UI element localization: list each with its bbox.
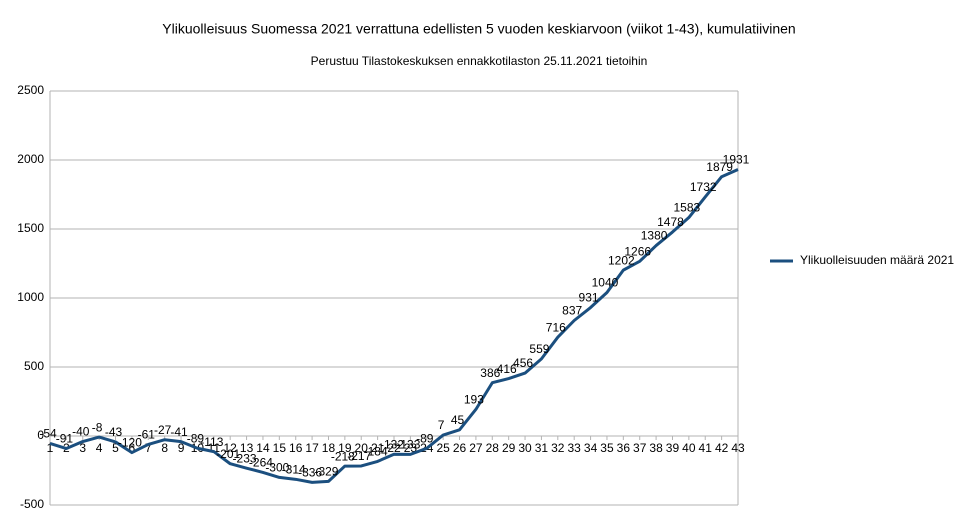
x-tick-label: 34 — [584, 441, 598, 455]
data-label: 416 — [497, 362, 517, 376]
x-tick-label: 17 — [305, 441, 319, 455]
data-label: -132 — [380, 437, 404, 451]
x-tick-label: 30 — [518, 441, 532, 455]
x-tick-label: 32 — [551, 441, 565, 455]
x-tick-label: 35 — [600, 441, 614, 455]
y-tick-label: 500 — [24, 359, 44, 373]
data-label: 1266 — [624, 244, 651, 258]
data-label: -218 — [331, 449, 355, 463]
x-tick-label: 16 — [289, 441, 303, 455]
data-label: 1202 — [608, 253, 635, 267]
data-label: -264 — [249, 456, 273, 470]
x-tick-label: 29 — [502, 441, 516, 455]
data-label: 193 — [464, 393, 484, 407]
x-tick-label: 31 — [535, 441, 549, 455]
data-label: -40 — [72, 425, 90, 439]
y-tick-label: 0 — [37, 428, 44, 442]
x-tick-label: 8 — [161, 441, 168, 455]
data-label: 1583 — [674, 201, 701, 215]
data-label: -43 — [105, 425, 123, 439]
x-tick-label: 37 — [633, 441, 647, 455]
data-label: 1380 — [641, 229, 668, 243]
legend-label: Ylikuolleisuuden määrä 2021 — [800, 253, 954, 267]
y-tick-label: 1500 — [17, 221, 44, 235]
data-label: 931 — [579, 291, 599, 305]
data-label: -61 — [138, 428, 156, 442]
data-label: -300 — [265, 461, 289, 475]
data-label: 1478 — [657, 215, 684, 229]
data-label: -89 — [416, 431, 434, 445]
data-label: 837 — [562, 304, 582, 318]
x-tick-label: 38 — [649, 441, 663, 455]
data-label: -184 — [364, 445, 388, 459]
data-label: 7 — [438, 418, 445, 432]
chart-title: Ylikuolleisuus Suomessa 2021 verrattuna … — [162, 21, 795, 37]
x-tick-label: 25 — [436, 441, 450, 455]
x-tick-label: 1 — [47, 441, 54, 455]
x-tick-label: 15 — [273, 441, 287, 455]
data-label: -336 — [298, 466, 322, 480]
x-tick-label: 4 — [96, 441, 103, 455]
x-tick-label: 21 — [371, 441, 385, 455]
x-tick-label: 33 — [568, 441, 582, 455]
x-tick-label: 39 — [666, 441, 680, 455]
y-tick-label: -500 — [20, 497, 44, 511]
x-tick-label: 18 — [322, 441, 336, 455]
data-label: -217 — [347, 449, 371, 463]
data-label: 386 — [480, 366, 500, 380]
x-tick-label: 12 — [224, 441, 238, 455]
data-label: -233 — [233, 451, 257, 465]
data-label: -133 — [396, 438, 420, 452]
data-label: 1040 — [592, 276, 619, 290]
x-tick-label: 20 — [355, 441, 369, 455]
x-tick-label: 13 — [240, 441, 254, 455]
y-tick-label: 1000 — [17, 290, 44, 304]
data-label: 716 — [546, 320, 566, 334]
x-tick-label: 3 — [79, 441, 86, 455]
data-label: 559 — [529, 342, 549, 356]
x-tick-label: 27 — [469, 441, 483, 455]
x-tick-label: 40 — [682, 441, 696, 455]
data-label: 456 — [513, 356, 533, 370]
y-tick-label: 2000 — [17, 152, 44, 166]
x-tick-label: 22 — [387, 441, 401, 455]
data-label: -41 — [170, 425, 188, 439]
x-tick-label: 14 — [256, 441, 270, 455]
data-label: -314 — [282, 463, 306, 477]
data-label: -89 — [187, 431, 205, 445]
data-label: -329 — [314, 465, 338, 479]
x-tick-label: 7 — [145, 441, 152, 455]
chart-subtitle: Perustuu Tilastokeskuksen ennakkotilasto… — [311, 54, 648, 68]
data-label: -113 — [200, 435, 223, 449]
data-label: 1732 — [690, 180, 717, 194]
data-label: 1931 — [723, 153, 750, 167]
series-line — [49, 168, 739, 484]
data-label: -201 — [216, 447, 240, 461]
x-tick-label: 36 — [617, 441, 631, 455]
x-tick-label: 6 — [129, 441, 136, 455]
x-tick-label: 28 — [486, 441, 500, 455]
x-tick-label: 42 — [715, 441, 729, 455]
x-tick-label: 5 — [112, 441, 119, 455]
x-tick-label: 26 — [453, 441, 467, 455]
x-tick-label: 19 — [338, 441, 352, 455]
data-label: -8 — [92, 420, 103, 434]
x-tick-label: 41 — [699, 441, 713, 455]
data-label: 45 — [451, 413, 465, 427]
data-label: -91 — [56, 432, 74, 446]
data-label: 1879 — [706, 160, 733, 174]
data-label: -120 — [118, 436, 142, 450]
y-tick-label: 2500 — [17, 83, 44, 97]
data-label: -54 — [39, 427, 57, 441]
x-tick-label: 9 — [178, 441, 185, 455]
data-label: -27 — [154, 423, 172, 437]
x-tick-label: 43 — [731, 441, 745, 455]
